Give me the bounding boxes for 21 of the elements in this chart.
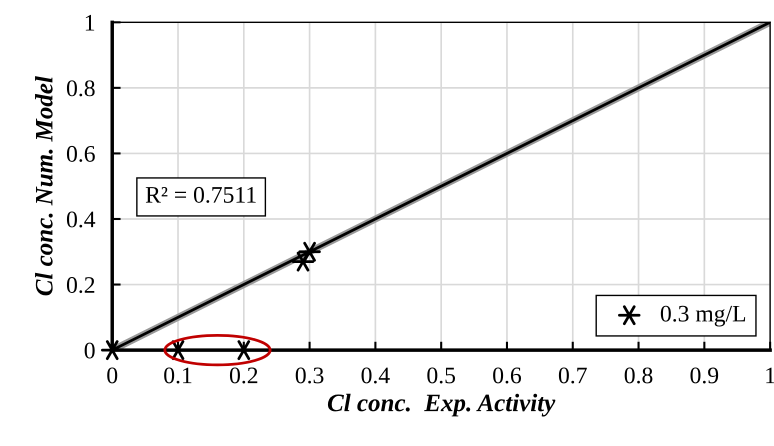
y-tick-label: 0.6 [66,146,95,162]
x-tick-label: 0.8 [624,367,652,384]
y-axis-title: Cl conc. Num. Model [35,76,53,296]
y-tick-label: 0.2 [66,277,94,294]
x-tick-label: 0 [107,367,118,384]
annotation: R² = 0.7511 [146,186,256,203]
x-axis-title: Cl conc. Exp. Activity [328,394,556,416]
x-tick-label: 0.2 [230,367,258,384]
x-tick-label: 0.1 [164,367,192,384]
y-tick-label: 1 [86,14,94,30]
y-tick-label: 0.4 [66,211,96,228]
point [298,242,321,262]
y-tick-label: 0 [84,342,95,359]
x-tick-label: 0.3 [296,367,324,384]
x-tick-label: 0.6 [493,367,522,384]
legend-label: 0.3 mg/L [660,306,746,326]
x-tick-label: 0.5 [427,367,456,384]
x-tick-label: 0.7 [558,367,587,384]
y-tick-label: 0.8 [66,80,95,96]
x-tick-label: 0.4 [362,367,390,384]
x-tick-label: 0.9 [690,367,718,384]
